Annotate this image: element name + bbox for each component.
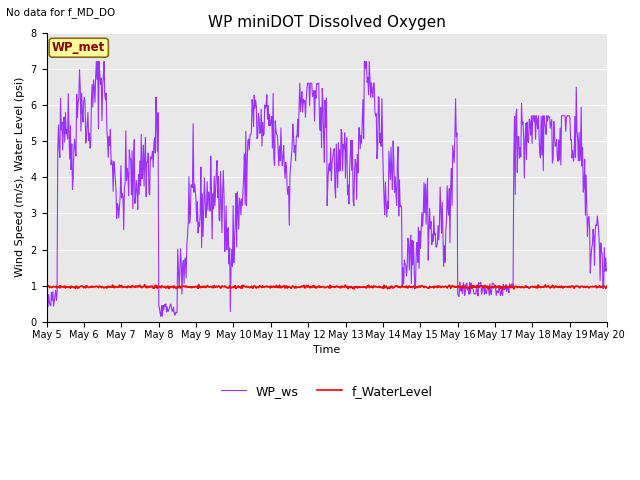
- Text: WP_met: WP_met: [52, 41, 106, 54]
- X-axis label: Time: Time: [313, 345, 340, 355]
- Text: No data for f_MD_DO: No data for f_MD_DO: [6, 7, 116, 18]
- Line: f_WaterLevel: f_WaterLevel: [47, 285, 607, 289]
- Legend: WP_ws, f_WaterLevel: WP_ws, f_WaterLevel: [216, 380, 438, 403]
- Title: WP miniDOT Dissolved Oxygen: WP miniDOT Dissolved Oxygen: [208, 15, 446, 30]
- Y-axis label: Wind Speed (m/s), Water Level (psi): Wind Speed (m/s), Water Level (psi): [15, 77, 25, 277]
- Line: WP_ws: WP_ws: [47, 61, 607, 316]
